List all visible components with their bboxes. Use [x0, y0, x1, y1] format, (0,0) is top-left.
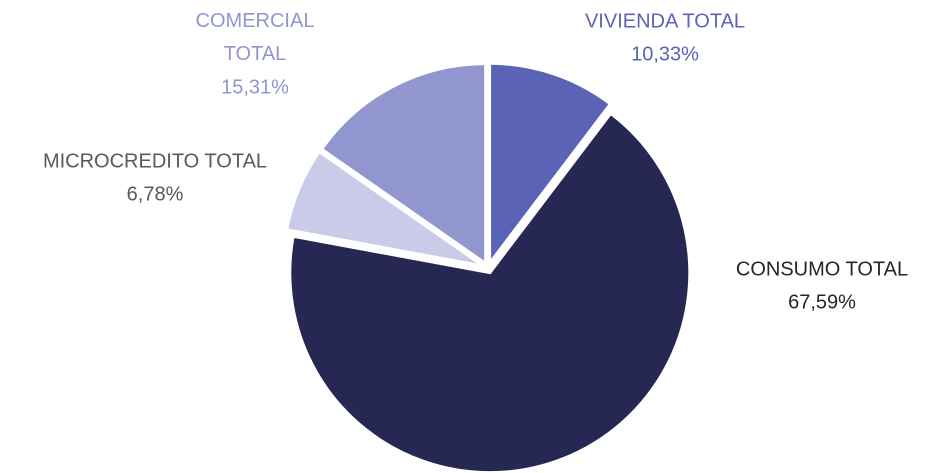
- slice-value: 10,33%: [631, 43, 699, 65]
- slice-label: COMERCIAL TOTAL: [196, 10, 315, 65]
- label-line: TOTAL: [224, 43, 287, 65]
- slice-label: CONSUMO TOTAL: [736, 258, 908, 280]
- slice-label: MICROCREDITO TOTAL: [43, 150, 267, 172]
- pie-slice: [288, 111, 692, 473]
- slice-label: VIVIENDA TOTAL: [585, 10, 745, 32]
- label-line: COMERCIAL: [196, 10, 315, 32]
- pie-slice: [488, 61, 613, 268]
- slice-value: 67,59%: [788, 291, 856, 313]
- slice-value: 6,78%: [127, 183, 184, 205]
- pie-slice: [284, 149, 485, 268]
- slice-value: 15,31%: [221, 76, 289, 98]
- pie-slice: [319, 62, 488, 267]
